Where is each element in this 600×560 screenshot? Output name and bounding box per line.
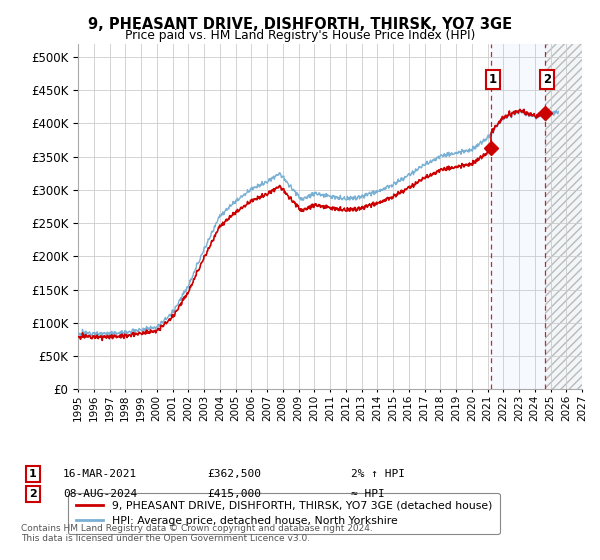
Text: £362,500: £362,500 (207, 469, 261, 479)
Text: 08-AUG-2024: 08-AUG-2024 (63, 489, 137, 499)
Text: 2: 2 (29, 489, 37, 499)
Text: 16-MAR-2021: 16-MAR-2021 (63, 469, 137, 479)
Bar (545, 44, 582, 389)
Text: 2: 2 (543, 73, 551, 86)
Text: ≈ HPI: ≈ HPI (351, 489, 385, 499)
Text: Price paid vs. HM Land Registry's House Price Index (HPI): Price paid vs. HM Land Registry's House … (125, 29, 475, 42)
Text: 1: 1 (489, 73, 497, 86)
Legend: 9, PHEASANT DRIVE, DISHFORTH, THIRSK, YO7 3GE (detached house), HPI: Average pri: 9, PHEASANT DRIVE, DISHFORTH, THIRSK, YO… (68, 493, 500, 534)
Text: Contains HM Land Registry data © Crown copyright and database right 2024.: Contains HM Land Registry data © Crown c… (21, 524, 373, 533)
Text: £415,000: £415,000 (207, 489, 261, 499)
Text: 2% ↑ HPI: 2% ↑ HPI (351, 469, 405, 479)
Bar (491, 44, 545, 389)
Bar (545, 44, 582, 389)
Text: 1: 1 (29, 469, 37, 479)
Text: 9, PHEASANT DRIVE, DISHFORTH, THIRSK, YO7 3GE: 9, PHEASANT DRIVE, DISHFORTH, THIRSK, YO… (88, 17, 512, 32)
Text: This data is licensed under the Open Government Licence v3.0.: This data is licensed under the Open Gov… (21, 534, 310, 543)
